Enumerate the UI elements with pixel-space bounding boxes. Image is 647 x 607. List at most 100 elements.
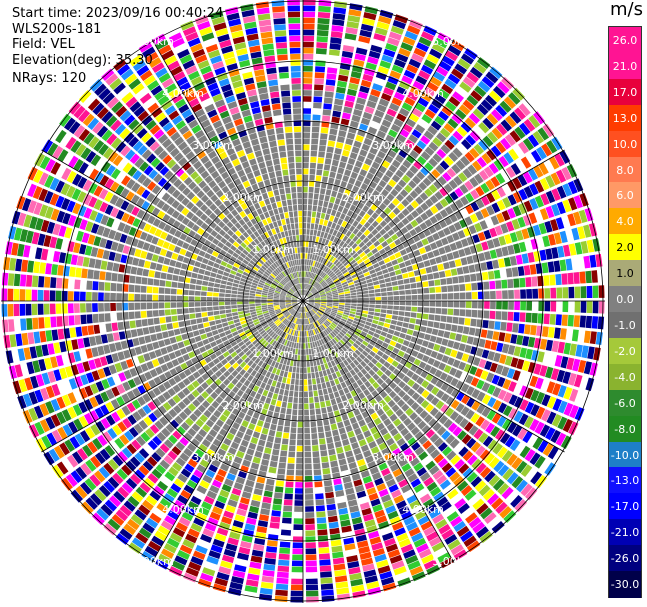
- range-gate: [197, 323, 204, 330]
- range-gate: [294, 494, 303, 500]
- range-gate: [358, 261, 365, 268]
- range-gate: [345, 138, 354, 146]
- range-gate: [377, 65, 390, 75]
- range-gate: [305, 530, 316, 537]
- range-gate: [312, 273, 317, 280]
- range-gate: [388, 102, 400, 112]
- range-gate: [527, 433, 538, 447]
- range-gate: [303, 289, 306, 296]
- range-gate: [326, 296, 333, 299]
- range-gate: [445, 407, 455, 418]
- range-gate: [305, 283, 308, 290]
- range-gate: [343, 260, 350, 267]
- range-gate: [425, 327, 433, 334]
- range-gate: [539, 208, 549, 221]
- range-gate: [309, 403, 315, 410]
- range-gate: [338, 264, 345, 271]
- range-gate: [330, 242, 336, 249]
- range-gate: [378, 260, 385, 266]
- range-gate: [233, 279, 240, 284]
- range-gate: [367, 225, 375, 232]
- range-gate: [393, 91, 405, 101]
- range-gate: [428, 141, 439, 152]
- range-gate: [194, 335, 202, 342]
- range-gate: [339, 240, 345, 247]
- range-gate: [357, 303, 363, 307]
- range-gate: [452, 341, 461, 350]
- range-gate: [326, 306, 333, 309]
- range-gate: [372, 83, 383, 92]
- range-gate: [410, 210, 419, 219]
- range-gate: [303, 90, 312, 96]
- range-gate: [428, 103, 440, 114]
- range-gate: [303, 120, 311, 126]
- range-gate: [423, 301, 430, 307]
- range-gate: [357, 325, 364, 331]
- range-gate: [342, 283, 349, 288]
- range-gate: [331, 322, 337, 327]
- range-gate: [167, 266, 175, 274]
- range-gate: [389, 271, 396, 277]
- range-gate: [507, 207, 516, 219]
- range-gate: [406, 213, 415, 222]
- range-gate: [324, 91, 334, 98]
- range-gate: [339, 256, 345, 263]
- range-gate: [360, 316, 367, 321]
- range-gate: [327, 279, 333, 285]
- range-gate: [515, 479, 528, 493]
- range-gate: [130, 329, 138, 338]
- range-gate: [518, 323, 525, 334]
- range-gate: [580, 301, 587, 313]
- range-gate: [346, 21, 360, 29]
- range-gate: [392, 216, 401, 224]
- range-gate: [498, 155, 509, 168]
- range-gate: [406, 25, 421, 35]
- range-gate: [334, 198, 341, 205]
- range-gate: [349, 250, 356, 257]
- range-gate: [420, 64, 434, 75]
- range-gate: [474, 368, 483, 378]
- range-gate: [445, 385, 455, 395]
- range-gate: [454, 63, 468, 75]
- range-gate: [305, 500, 314, 506]
- range-gate: [462, 168, 473, 179]
- range-gate: [559, 259, 567, 272]
- range-gate: [444, 347, 452, 356]
- range-gate: [333, 563, 346, 571]
- range-gate: [172, 274, 179, 282]
- range-gate: [441, 105, 453, 117]
- range-gate: [478, 139, 489, 151]
- range-gate: [507, 311, 514, 321]
- range-gate: [519, 347, 528, 358]
- range-gate: [478, 338, 486, 348]
- range-gate: [421, 319, 428, 326]
- range-gate: [305, 524, 315, 531]
- range-gate: [237, 307, 244, 312]
- range-gate: [243, 304, 249, 308]
- range-gate: [99, 271, 106, 281]
- range-gate: [333, 216, 339, 224]
- range-gate: [344, 245, 351, 252]
- range-gate: [492, 443, 503, 455]
- range-gate: [274, 595, 288, 603]
- range-gate: [175, 335, 183, 342]
- range-gate: [461, 434, 472, 445]
- range-gate: [255, 482, 265, 490]
- range-gate: [280, 382, 286, 390]
- range-gate: [574, 286, 581, 299]
- range-gate: [311, 126, 320, 133]
- range-gate: [415, 206, 424, 215]
- range-gate: [572, 358, 581, 372]
- range-gate: [313, 315, 317, 321]
- range-gate: [438, 270, 446, 278]
- range-gate: [335, 335, 342, 341]
- range-gate: [364, 365, 371, 372]
- range-gate: [420, 326, 427, 333]
- range-gate: [173, 268, 181, 275]
- range-gate: [279, 370, 285, 377]
- range-gate: [356, 363, 364, 371]
- range-gate: [371, 258, 378, 265]
- range-gate: [334, 441, 342, 448]
- range-gate: [464, 151, 475, 163]
- range-gate: [322, 170, 330, 177]
